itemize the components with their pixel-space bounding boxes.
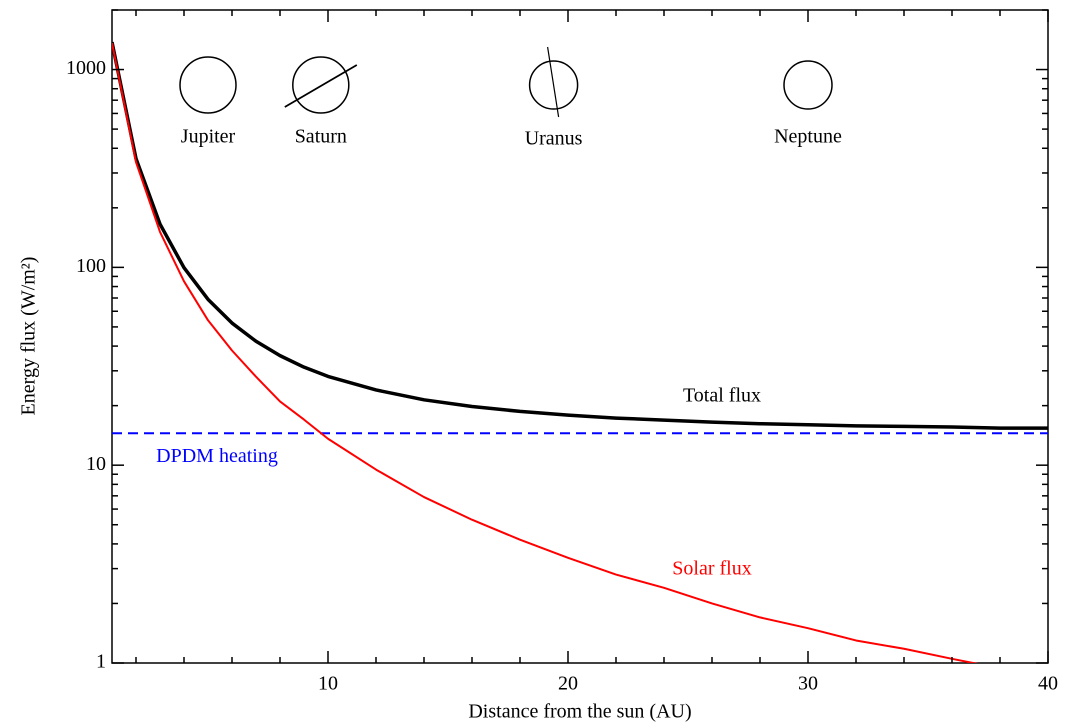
dpdm-label: DPDM heating (156, 445, 278, 467)
plot-area (112, 41, 1048, 663)
planet (179, 56, 237, 114)
x-tick-label: 20 (558, 673, 578, 695)
planet-axis (547, 46, 560, 118)
y-axis-label: Energy flux (W/m²) (18, 257, 40, 416)
planet-label: Saturn (295, 126, 347, 148)
planet (783, 60, 833, 110)
x-tick-label: 40 (1038, 673, 1058, 695)
series-line (112, 41, 1048, 430)
planet-ring (284, 64, 358, 108)
y-tick-label: 100 (76, 255, 106, 277)
series-label: Solar flux (672, 558, 751, 580)
y-tick-label: 1000 (66, 57, 106, 79)
x-tick-label: 10 (318, 673, 338, 695)
planet-label: Uranus (525, 128, 583, 150)
planet (292, 56, 350, 114)
x-axis-label: Distance from the sun (AU) (468, 701, 691, 723)
x-tick-label: 30 (798, 673, 818, 695)
y-tick-label: 10 (86, 453, 106, 475)
series-line (112, 42, 979, 663)
planet-label: Neptune (774, 126, 842, 148)
y-tick-label: 1 (96, 651, 106, 673)
plot-frame (111, 9, 1049, 664)
planet (528, 60, 579, 110)
series-label: Total flux (683, 385, 761, 407)
planet-label: Jupiter (181, 126, 236, 148)
